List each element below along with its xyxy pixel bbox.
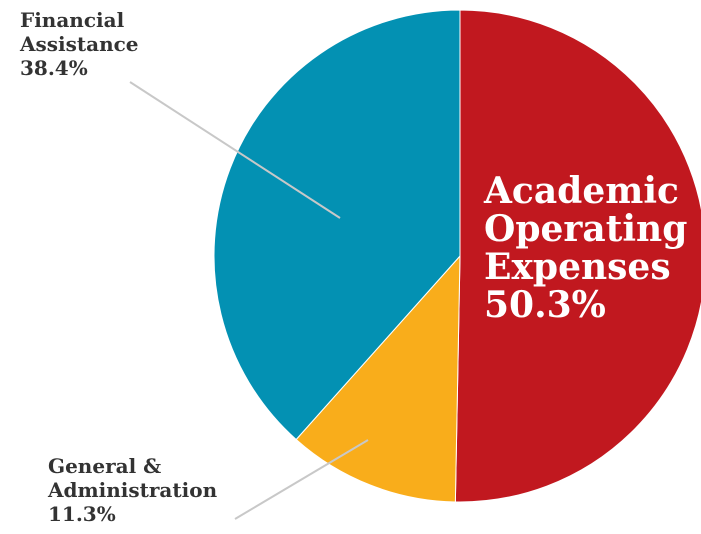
- pie-slice-financial-assistance: [213, 9, 461, 441]
- pie-slice-general-administration: [295, 254, 461, 503]
- label-general-line1: General &: [48, 454, 162, 478]
- label-general-value: 11.3%: [48, 502, 116, 526]
- label-general-line2: Administration: [48, 478, 218, 502]
- label-financial-value: 38.4%: [20, 56, 88, 80]
- label-academic-operating-expenses: Academic Operating Expenses 50.3%: [484, 172, 687, 324]
- label-financial-line2: Assistance: [20, 32, 139, 56]
- label-academic-line1: Academic: [484, 170, 679, 212]
- pie-slices: [213, 9, 701, 503]
- label-general-administration: General & Administration 11.3%: [48, 454, 217, 526]
- leader-line-general-administration: [234, 439, 369, 520]
- label-financial-assistance: Financial Assistance 38.4%: [20, 8, 139, 80]
- label-academic-line3: Expenses: [484, 246, 671, 288]
- label-academic-line2: Operating: [484, 208, 688, 250]
- label-academic-value: 50.3%: [484, 284, 606, 326]
- leader-line-financial-assistance: [129, 81, 341, 219]
- label-financial-line1: Financial: [20, 8, 125, 32]
- pie-slice-academic-operating-expenses: [454, 9, 701, 503]
